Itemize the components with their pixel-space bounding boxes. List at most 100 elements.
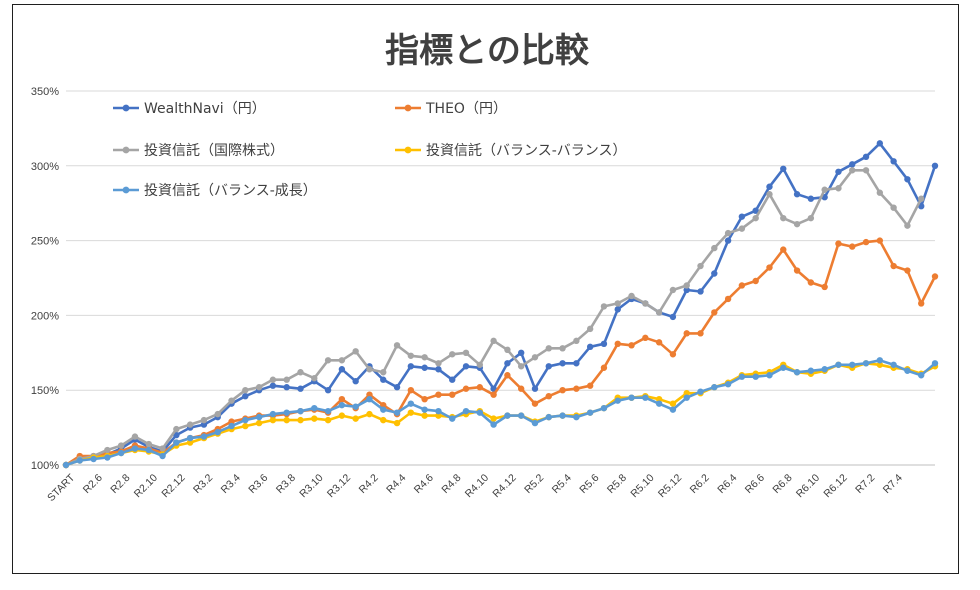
data-point	[476, 409, 484, 416]
data-point	[462, 385, 470, 392]
data-point	[338, 357, 346, 364]
data-point	[876, 357, 884, 364]
legend-item: THEO（円）	[395, 101, 507, 117]
data-point	[504, 372, 511, 379]
data-point	[669, 313, 677, 321]
data-point	[835, 185, 842, 192]
data-point	[311, 375, 318, 382]
data-point	[462, 363, 470, 370]
series-line	[64, 142, 937, 467]
series-3	[62, 167, 925, 469]
data-point	[862, 360, 870, 367]
data-point	[752, 277, 759, 285]
data-point	[559, 412, 566, 419]
x-tick-label: R4.8	[439, 472, 463, 496]
data-point	[311, 404, 318, 412]
data-point	[324, 387, 332, 394]
data-point	[573, 360, 580, 367]
data-point	[421, 395, 428, 403]
x-tick-label: R5.4	[550, 472, 574, 496]
data-point	[821, 366, 828, 373]
data-point	[862, 238, 870, 246]
x-tick-label: R2.10	[132, 472, 160, 500]
data-point	[545, 363, 552, 370]
x-tick-label: R2.12	[159, 472, 187, 500]
data-point	[228, 418, 235, 425]
data-point	[242, 422, 249, 430]
data-point	[738, 213, 746, 220]
data-point	[655, 395, 663, 403]
x-tick-label: R2.8	[108, 472, 132, 496]
chart-svg: 指標との比較 100%150%200%250%300%350% START R2.…	[31, 31, 939, 504]
legend-item: 投資信託（バランス-成長）	[113, 183, 317, 199]
data-point	[435, 407, 442, 415]
data-point	[683, 389, 690, 397]
legend-item: 投資信託（バランス-バランス）	[395, 143, 627, 159]
legend: WealthNavi（円） THEO（円） 投資信託（国際株式） 投資信託（バランス-…	[113, 101, 627, 199]
chart-frame: 指標との比較 100% 150% 200% 250% 300% 350% START R2.…	[12, 4, 959, 574]
data-point	[435, 360, 442, 367]
data-point	[890, 204, 897, 211]
x-tick-label: R5.2	[522, 472, 546, 496]
data-point	[738, 225, 746, 232]
data-point	[490, 421, 497, 428]
data-point	[283, 384, 290, 391]
legend-label: 投資信託（国際株式）	[144, 143, 284, 159]
data-point	[752, 373, 759, 380]
data-point	[628, 292, 635, 300]
data-point	[283, 416, 290, 424]
data-point	[683, 330, 690, 337]
grid-layer	[66, 90, 935, 466]
data-point	[297, 385, 304, 392]
data-point	[421, 364, 428, 371]
data-point	[711, 384, 718, 391]
data-point	[614, 340, 621, 348]
data-point	[697, 388, 704, 395]
data-point	[780, 246, 787, 253]
x-tick-label: R6.4	[715, 472, 739, 496]
data-point	[904, 267, 911, 274]
data-point	[600, 404, 608, 412]
data-point	[62, 461, 70, 469]
data-point	[793, 191, 801, 198]
data-point	[449, 351, 456, 358]
series-line	[64, 361, 937, 467]
data-point	[849, 167, 856, 174]
x-tick-label: R3.4	[219, 472, 243, 496]
data-point	[876, 189, 884, 196]
x-tick-label: START	[45, 471, 78, 504]
series-5	[62, 357, 939, 469]
data-point	[586, 409, 594, 416]
data-point	[269, 410, 277, 418]
y-tick-label: 300%	[31, 161, 59, 173]
data-point	[904, 222, 911, 229]
data-point	[724, 381, 732, 388]
data-point	[697, 288, 704, 295]
data-point	[504, 412, 511, 419]
y-tick-label: 150%	[31, 385, 59, 397]
data-point	[242, 392, 249, 400]
data-point	[407, 352, 415, 359]
data-point	[338, 366, 346, 373]
data-point	[214, 428, 221, 436]
data-point	[711, 309, 718, 316]
legend-swatch-marker	[404, 104, 412, 112]
data-point	[255, 419, 263, 427]
data-point	[352, 378, 359, 385]
data-point	[407, 363, 415, 370]
data-point	[104, 446, 111, 454]
data-point	[876, 361, 884, 368]
data-point	[449, 391, 456, 398]
legend-swatch-marker	[122, 186, 130, 194]
x-tick-label: R5.8	[605, 472, 629, 496]
data-point	[352, 415, 359, 422]
y-tick-label: 250%	[31, 236, 59, 248]
data-point	[131, 433, 139, 440]
data-point	[352, 348, 359, 355]
data-point	[669, 406, 677, 413]
data-point	[117, 442, 125, 449]
legend-swatch-marker	[122, 146, 130, 154]
data-point	[352, 403, 359, 410]
x-tick-label: R5.10	[628, 472, 656, 500]
data-point	[586, 382, 594, 389]
